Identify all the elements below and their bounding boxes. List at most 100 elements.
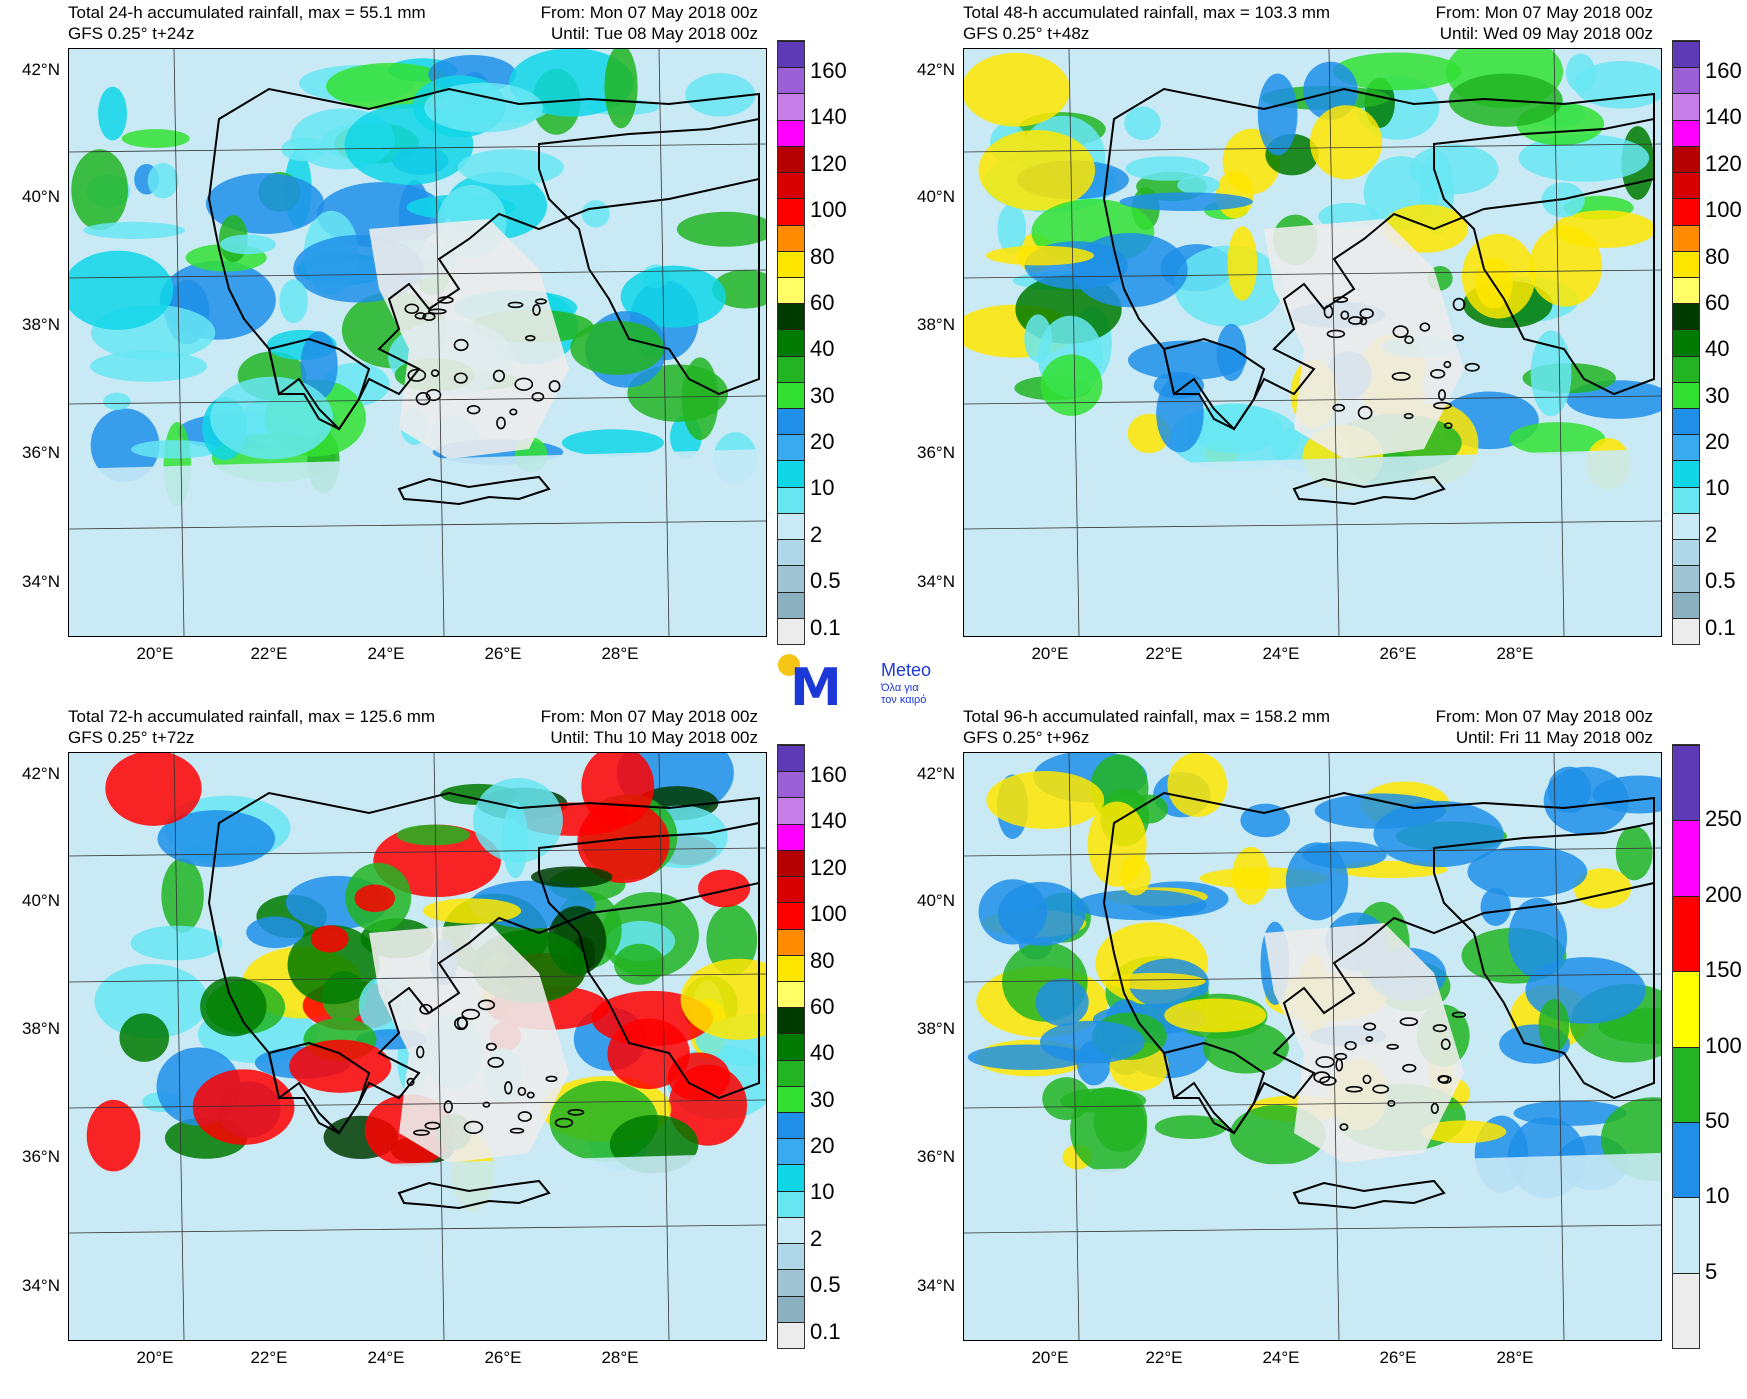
rainfall-map-48h: Total 48-h accumulated rainfall, max = 1… [895,0,1747,695]
island [1437,389,1446,401]
map-area [68,752,767,1341]
graticule-lon [658,753,670,1340]
island [456,1016,468,1030]
graticule-lat [964,847,1661,857]
island [419,1003,433,1015]
island [1402,1063,1417,1073]
colorbar-label: 20 [1705,429,1730,455]
rain-cell [1480,887,1511,926]
colorbar-segment [1673,539,1699,566]
island [1348,316,1364,325]
island [461,1008,480,1020]
colorbar-segment [778,198,804,225]
rain-cell [1127,340,1247,381]
colorbar-segment [1673,355,1699,382]
lat-label: 42°N [917,764,955,783]
rain-cell [561,429,665,457]
island [1365,1036,1374,1042]
colorbar-segment [778,1321,804,1348]
lon-label: 20°E [136,1348,174,1367]
colorbar-segment [1673,250,1699,277]
graticule-lon [658,49,670,636]
colorbar-segment [1673,93,1699,120]
coastline-peloponnese [267,337,371,431]
colorbar [777,744,805,1349]
graticule-lon [1553,753,1565,1340]
rain-cell [986,771,1105,829]
colorbar-label: 100 [1705,1032,1742,1058]
colorbar-segment [778,1059,804,1086]
rain-cell [287,925,380,1005]
island [1323,304,1334,319]
colorbar-segment [778,67,804,94]
colorbar-label: 140 [1705,104,1742,130]
panel-dates: From: Mon 07 May 2018 00z Until: Tue 08 M… [541,2,758,44]
rain-cell [90,350,208,382]
lat-label: 34°N [22,1276,60,1295]
rain-cell [147,162,179,199]
graticule-lon [1328,49,1340,636]
island [424,1121,441,1130]
colorbar-segment [778,460,804,487]
island [406,1077,415,1087]
colorbar-segment [778,355,804,382]
rain-cell [1615,826,1653,881]
island [466,404,481,415]
island [414,312,427,320]
colorbar-segment [778,565,804,592]
graticule-lat [69,269,766,279]
until-date: Until: Tue 08 May 2018 00z [551,24,758,43]
colorbar-segment [778,381,804,409]
island [1357,405,1373,420]
rainfall-field [69,753,766,1340]
rain-cell [86,1099,141,1172]
logo-mark: M [790,658,842,718]
island [496,416,506,430]
rain-cell [978,130,1096,211]
rain-cell [98,86,128,141]
island [517,1111,533,1122]
island [531,392,545,402]
graticule-lat [964,1224,1661,1234]
colorbar-segment [778,486,804,513]
island [532,303,541,316]
rain-cell [422,898,522,924]
colorbar-label: 250 [1705,806,1742,832]
rain-cell [1257,73,1298,156]
graticule-lon [173,49,185,636]
rain-cell [1302,841,1387,869]
colorbar-segment [1673,1272,1699,1348]
colorbar-segment [778,591,804,618]
island [492,369,506,383]
lat-label: 34°N [917,572,955,591]
island [1452,297,1466,311]
until-date: Until: Thu 10 May 2018 00z [550,728,758,747]
map-subtitle: GFS 0.25° t+96z [963,728,1090,747]
colorbar-label: 120 [1705,150,1742,176]
island [413,1129,430,1136]
colorbar-label: 80 [810,243,835,269]
rain-cell [119,1013,170,1062]
rain-cell [985,245,1095,266]
colorbar-label: 100 [810,901,847,927]
island [1430,1102,1439,1115]
colorbar-label: 160 [810,58,847,83]
map-subtitle: GFS 0.25° t+24z [68,24,195,43]
colorbar-label: 20 [810,1133,835,1159]
coastline-peloponnese [1162,1041,1266,1135]
colorbar-label: 2 [1705,521,1718,547]
lon-label: 28°E [1496,644,1534,663]
map-area [68,48,767,637]
rain-cell [289,1039,392,1093]
lat-label: 36°N [917,1147,955,1166]
island [1386,1043,1399,1050]
rain-cell [1509,422,1606,456]
coastline-crete [397,1179,551,1210]
rain-cell [570,320,665,375]
colorbar-label: 60 [810,993,835,1019]
island [1340,310,1350,320]
meteo-logo: M Meteo Όλα για τον καιρό [776,652,966,718]
graticule-lat [69,973,766,983]
colorbar-segment [1673,486,1699,513]
rain-cell [1508,897,1568,979]
